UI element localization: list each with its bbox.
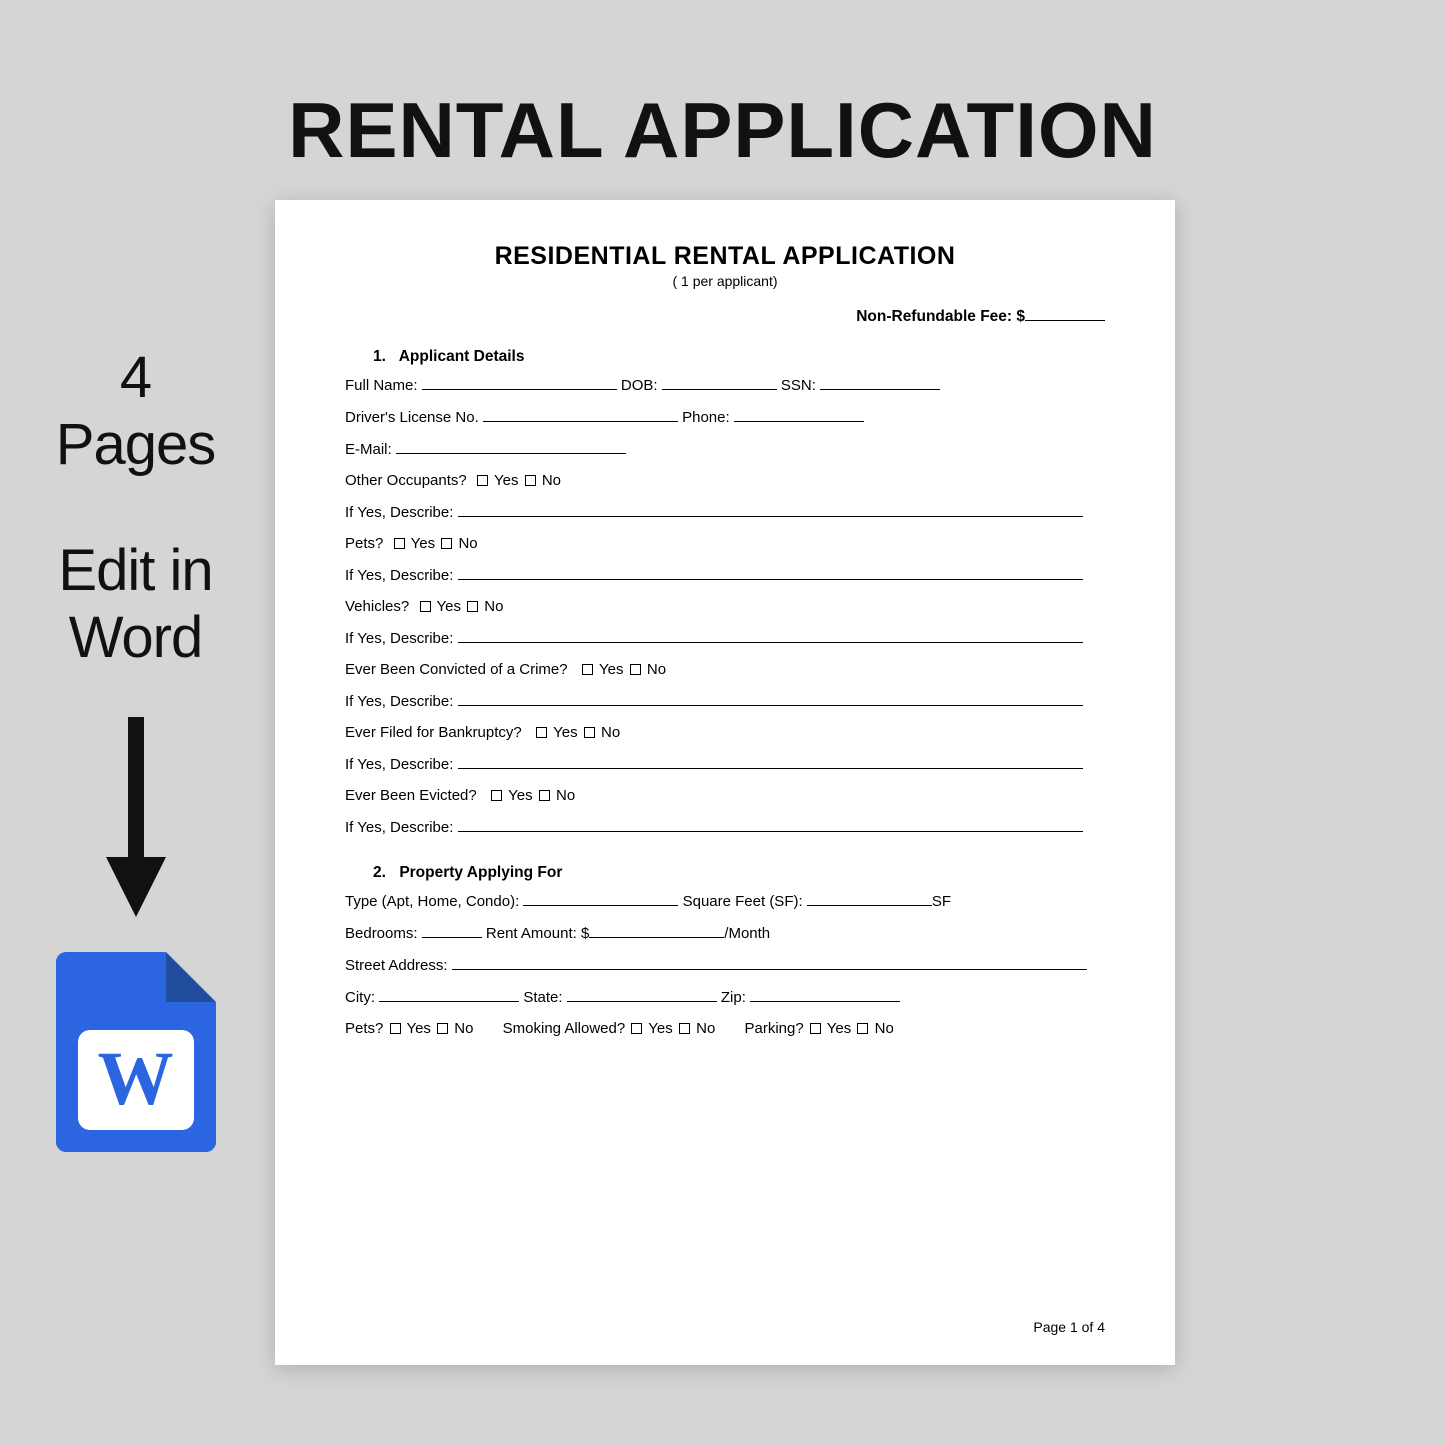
pages-count: 4	[28, 345, 243, 412]
edit-line-2: Word	[28, 605, 243, 672]
line-evicted: Ever Been Evicted? Yes No	[345, 787, 1105, 804]
line-bedrooms: Bedrooms: Rent Amount: $/Month	[345, 924, 1105, 942]
pages-count-block: 4 Pages	[28, 345, 243, 478]
line-prop-flags: Pets? Yes No Smoking Allowed? Yes No Par…	[345, 1020, 1105, 1037]
section-2-header: 2. Property Applying For	[345, 864, 1105, 882]
line-city: City: State: Zip:	[345, 988, 1105, 1006]
doc-subtitle: ( 1 per applicant)	[345, 273, 1105, 289]
word-letter: W	[98, 1036, 174, 1123]
section-1-num: 1.	[373, 348, 395, 366]
word-file-icon: W	[28, 952, 243, 1152]
line-pets: Pets? Yes No	[345, 535, 1105, 552]
edit-in-word-block: Edit in Word	[28, 538, 243, 671]
section-2-num: 2.	[373, 864, 395, 882]
line-ifyes-1: If Yes, Describe:	[345, 503, 1105, 521]
line-ifyes-2: If Yes, Describe:	[345, 566, 1105, 584]
fee-label: Non-Refundable Fee: $	[856, 308, 1025, 325]
line-street: Street Address:	[345, 956, 1105, 974]
arrow-down-icon	[28, 717, 243, 922]
line-other-occupants: Other Occupants? Yes No	[345, 472, 1105, 489]
line-drivers: Driver's License No. Phone:	[345, 408, 1105, 426]
line-crime: Ever Been Convicted of a Crime? Yes No	[345, 661, 1105, 678]
page-footer: Page 1 of 4	[1033, 1319, 1105, 1335]
line-ifyes-3: If Yes, Describe:	[345, 629, 1105, 647]
section-2-title: Property Applying For	[399, 864, 562, 881]
line-email: E-Mail:	[345, 440, 1105, 458]
fee-line: Non-Refundable Fee: $	[345, 307, 1105, 326]
sidebar: 4 Pages Edit in Word W	[28, 345, 243, 1152]
line-fullname: Full Name: DOB: SSN:	[345, 376, 1105, 394]
line-vehicles: Vehicles? Yes No	[345, 598, 1105, 615]
document-page: RESIDENTIAL RENTAL APPLICATION ( 1 per a…	[275, 200, 1175, 1365]
pages-label: Pages	[28, 412, 243, 479]
line-ifyes-6: If Yes, Describe:	[345, 818, 1105, 836]
section-1-header: 1. Applicant Details	[345, 348, 1105, 366]
line-bankruptcy: Ever Filed for Bankruptcy? Yes No	[345, 724, 1105, 741]
section-1-title: Applicant Details	[399, 348, 525, 365]
doc-title: RESIDENTIAL RENTAL APPLICATION	[345, 242, 1105, 271]
line-type: Type (Apt, Home, Condo): Square Feet (SF…	[345, 892, 1105, 910]
line-ifyes-5: If Yes, Describe:	[345, 755, 1105, 773]
line-ifyes-4: If Yes, Describe:	[345, 692, 1105, 710]
edit-line-1: Edit in	[28, 538, 243, 605]
main-title: RENTAL APPLICATION	[0, 85, 1445, 176]
